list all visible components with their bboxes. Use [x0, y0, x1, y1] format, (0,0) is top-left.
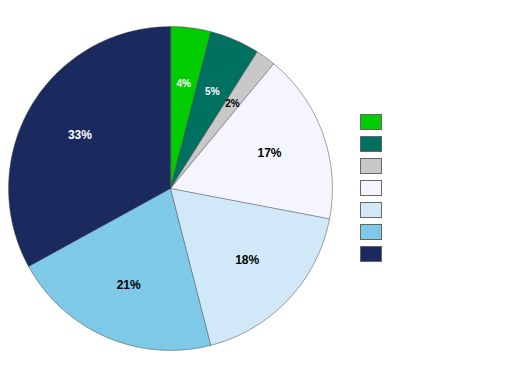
svg-text:21%: 21%	[117, 278, 141, 292]
svg-text:18%: 18%	[235, 253, 259, 267]
svg-text:4%: 4%	[176, 78, 191, 89]
svg-text:2%: 2%	[225, 98, 240, 109]
svg-text:5%: 5%	[205, 86, 220, 97]
svg-text:17%: 17%	[258, 146, 282, 160]
svg-text:33%: 33%	[68, 128, 92, 142]
